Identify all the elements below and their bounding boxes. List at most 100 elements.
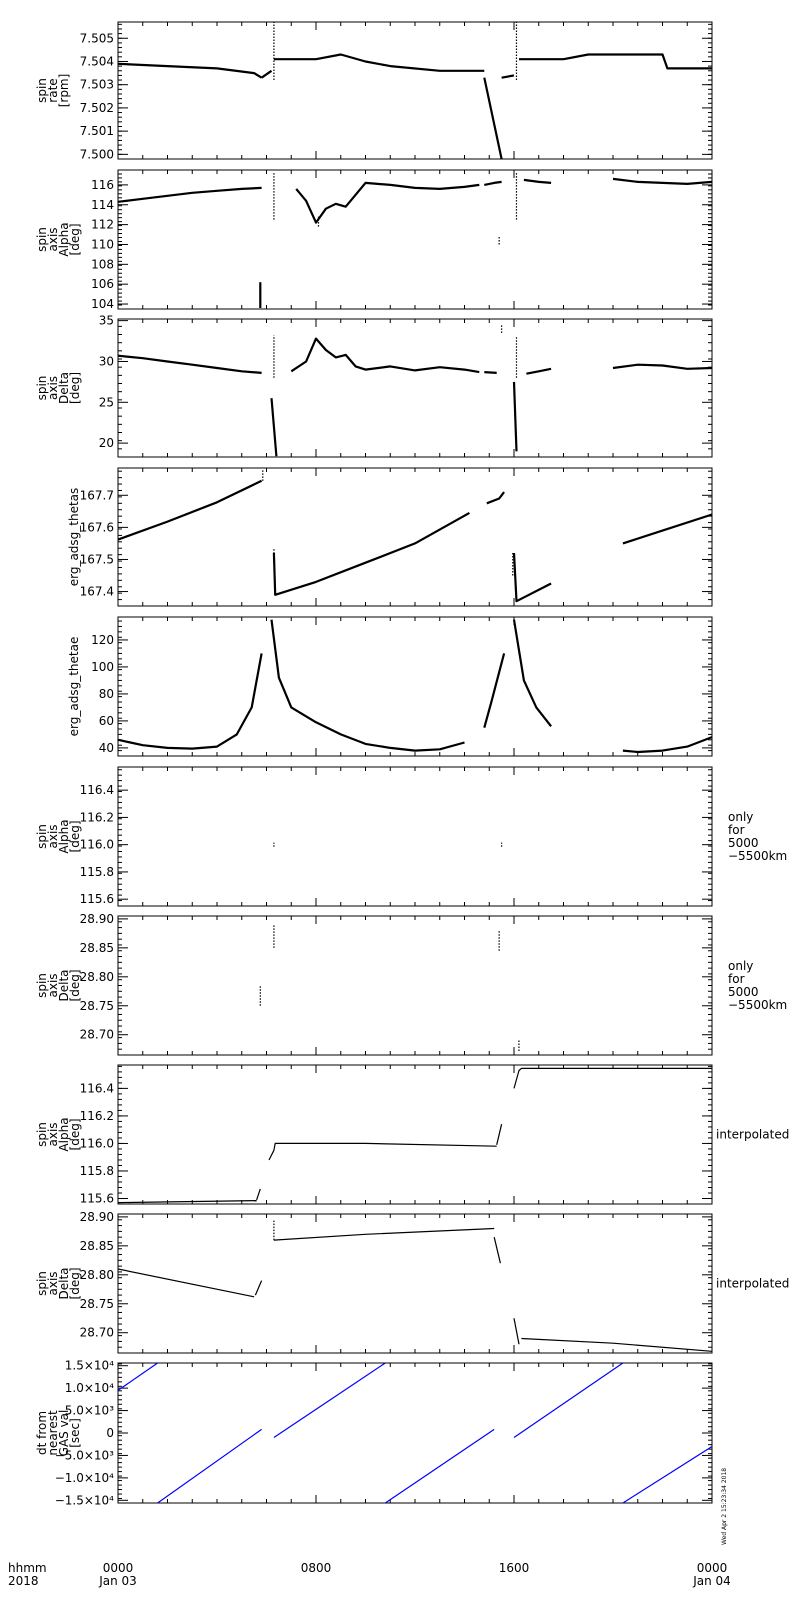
y-axis-label-line: [deg] — [68, 1119, 82, 1151]
panel-side-label: only — [728, 959, 753, 973]
y-tick-label: 7.504 — [80, 54, 114, 68]
series-segment-1 — [118, 186, 262, 203]
panel-10-data — [118, 1363, 712, 1503]
y-tick-label: 80 — [99, 687, 114, 701]
y-axis-label-line: spin — [35, 973, 49, 998]
panel-9-data — [118, 1219, 712, 1352]
y-tick-label: −1.0×10⁴ — [55, 1471, 114, 1485]
panel-1-frame — [117, 21, 713, 160]
y-axis-label-line: erg_adsg_thetas — [67, 488, 81, 587]
y-tick-label: 108 — [91, 257, 114, 271]
series-segment-1 — [118, 479, 263, 541]
series-segment-1 — [118, 653, 263, 750]
series-segment-2 — [256, 1188, 261, 1201]
y-tick-label: 167.4 — [80, 585, 114, 599]
y-axis-label-line: [deg] — [68, 970, 82, 1002]
panel-6-data — [273, 842, 503, 847]
panel-side-label: only — [728, 810, 753, 824]
y-tick-label: 35 — [99, 314, 114, 328]
y-axis-label-line: Alpha — [57, 222, 71, 256]
y-axis-label-line: axis — [46, 227, 60, 251]
series-segment-3 — [273, 1227, 495, 1241]
y-axis-label-line: spin — [35, 1271, 49, 1296]
panel-6-frame — [117, 766, 713, 907]
y-axis-label-line: Delta — [57, 969, 71, 1001]
series-segment-4 — [512, 552, 552, 603]
y-axis-label-line: erg_adsg_thetae — [67, 637, 81, 737]
panel-group: 7.5007.5017.5027.5037.5047.505spinrate[r… — [35, 21, 789, 1507]
time-tick-label-1600: 1600 — [499, 1561, 530, 1575]
series-segment-4 — [484, 371, 497, 374]
y-tick-label: 167.5 — [80, 552, 114, 566]
y-tick-label: 60 — [99, 714, 114, 728]
panel-side-label: 5000 — [728, 836, 759, 850]
panel-5-data — [118, 619, 712, 754]
panel-side-label: for — [728, 823, 745, 837]
y-tick-label: 116.0 — [80, 1136, 114, 1150]
series-segment-5 — [622, 736, 712, 754]
panel-side-label: interpolated — [716, 1277, 789, 1291]
series-segment-4 — [483, 77, 503, 159]
series-segment-1 — [118, 1268, 255, 1298]
panel-5-frame — [117, 616, 713, 757]
y-tick-label: 25 — [99, 395, 114, 409]
y-tick-label: 30 — [99, 354, 114, 368]
y-tick-label: 0 — [106, 1426, 114, 1440]
time-tick-label-0000-line-1: 0000 — [103, 1561, 134, 1575]
y-axis-label-line: axis — [46, 824, 60, 848]
y-tick-label: 40 — [99, 741, 114, 755]
y-tick-label: 28.90 — [80, 1210, 114, 1224]
y-axis-label-line: axis — [46, 376, 60, 400]
series-segment-3 — [295, 181, 480, 224]
y-axis-label-line: axis — [46, 1122, 60, 1146]
panel-1: 7.500 7.501 7.502 7.503 7.504 7.505 spinrate[r… — [35, 21, 713, 161]
series-segment-5 — [513, 1363, 624, 1438]
panel-side-label: −5500km — [728, 998, 787, 1012]
series-segment-1 — [118, 354, 262, 374]
series-segment-4 — [512, 619, 552, 727]
panel-side-label: for — [728, 972, 745, 986]
y-tick-label: 28.80 — [80, 970, 114, 984]
y-tick-label: 1.5×10⁴ — [65, 1359, 114, 1373]
y-tick-label: 28.75 — [80, 999, 114, 1013]
y-tick-label: 5.0×10³ — [65, 1404, 114, 1418]
series-segment-6 — [612, 177, 712, 185]
panel-5: 40 60 80 100 120 erg_adsg_thetae — [67, 616, 713, 757]
y-axis-label-line: [rpm] — [57, 74, 71, 108]
time-axis-tick-labels: 0000 Jan 03 0800 1600 0000 Jan 04 — [98, 1561, 731, 1588]
series-segment-4 — [496, 1124, 503, 1145]
time-axis-title: hhmm 2018 — [8, 1561, 47, 1588]
panel-7-data — [259, 924, 520, 1051]
y-axis-label-line: Alpha — [57, 819, 71, 853]
y-tick-label: 28.70 — [80, 1028, 114, 1042]
y-tick-label: 28.85 — [80, 941, 114, 955]
panel-3-data — [118, 324, 712, 457]
y-tick-label: 115.8 — [80, 1164, 114, 1178]
y-axis-label-line: [deg] — [68, 224, 82, 256]
y-tick-label: 1.0×10⁴ — [65, 1381, 114, 1395]
series-segment-1 — [118, 1200, 257, 1204]
y-axis-label-line: [sec] — [68, 1418, 82, 1448]
panel-6: 115.6 115.8 116.0 116.2 116.4 spinaxisAlpha[d… — [35, 766, 787, 907]
series-segment-4 — [493, 1237, 501, 1264]
series-segment-4 — [384, 1428, 495, 1503]
panel-side-label: interpolated — [716, 1128, 789, 1142]
series-segment-2 — [272, 511, 470, 596]
series-segment-2 — [260, 69, 273, 79]
y-axis-label-line: spin — [35, 227, 49, 252]
y-tick-label: 167.6 — [80, 520, 114, 534]
y-axis-label-line: spin — [35, 376, 49, 401]
panel-1-data — [118, 22, 712, 159]
series-segment-3 — [268, 1142, 497, 1161]
series-segment-2 — [157, 1428, 262, 1503]
panel-8: 115.6 115.8 116.0 116.2 116.4 spinaxisAlpha[d… — [35, 1064, 789, 1205]
panel-7-frame — [117, 915, 713, 1056]
y-axis-label-line: [deg] — [68, 372, 82, 404]
series-segment-5 — [513, 1318, 520, 1345]
series-segment-3 — [483, 653, 506, 728]
panel-4-data — [118, 469, 712, 603]
y-axis-label-line: Delta — [57, 372, 71, 404]
y-tick-label: 20 — [99, 436, 114, 450]
